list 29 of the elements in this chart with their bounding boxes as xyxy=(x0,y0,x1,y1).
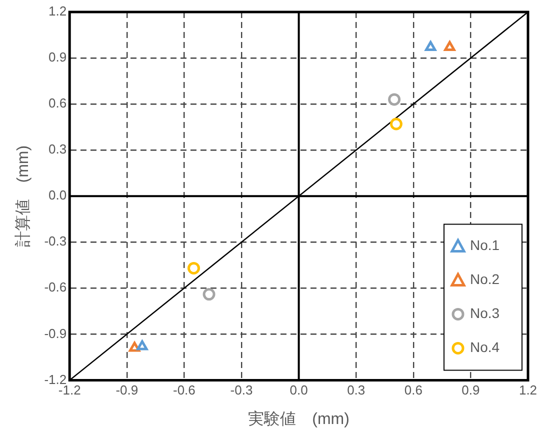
point xyxy=(444,41,456,52)
point xyxy=(136,340,148,350)
legend-label: No.1 xyxy=(470,237,500,254)
y-tick-label: 0.9 xyxy=(48,50,67,65)
y-tick-label: 1.2 xyxy=(48,4,67,19)
y-axis-title: 計算値 (mm) xyxy=(14,145,32,247)
x-tick-label: 1.2 xyxy=(518,382,538,398)
x-tick-label: -0.3 xyxy=(230,382,253,398)
y-tick-label: -0.6 xyxy=(44,280,67,295)
point xyxy=(390,118,402,130)
point xyxy=(388,93,401,106)
x-tick-label: 0.9 xyxy=(462,382,480,398)
x-tick-label: -0.6 xyxy=(173,382,196,398)
y-tick-label: -0.3 xyxy=(44,234,67,249)
y-tick-label: 0.3 xyxy=(48,142,67,157)
y-tick-label: 0.6 xyxy=(48,96,67,111)
legend-label: No.4 xyxy=(470,339,500,356)
x-tick-label: 0.6 xyxy=(404,382,422,398)
x-tick-label: 0.0 xyxy=(290,382,308,398)
x-tick-label: -0.9 xyxy=(116,382,138,398)
legend-label: No.2 xyxy=(470,271,500,288)
x-tick-label: 0.3 xyxy=(347,382,366,398)
point xyxy=(425,41,436,52)
y-tick-label: 0.0 xyxy=(48,188,67,203)
y-tick-label: -0.9 xyxy=(44,326,67,341)
legend-label: No.3 xyxy=(470,305,500,322)
point xyxy=(202,288,216,301)
point xyxy=(188,262,200,274)
x-axis-title: 実験値 (mm) xyxy=(248,410,350,428)
